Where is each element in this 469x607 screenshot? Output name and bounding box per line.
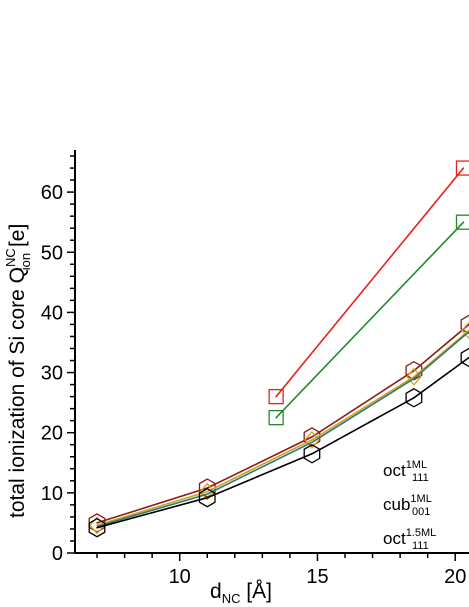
point-center [275, 395, 277, 398]
data-point [303, 444, 321, 464]
series-3 [89, 321, 469, 535]
legend-entry-1: cub1ML 001 [383, 493, 432, 518]
axes: 0 10 20 30 40 50 60 10 15 20 [41, 150, 469, 588]
x-tick-label: 20 [444, 566, 466, 588]
point-center [96, 526, 98, 529]
x-tick-label: 10 [169, 566, 191, 588]
y-tick-label: 0 [52, 543, 63, 565]
series-4 [96, 331, 469, 528]
series-line [96, 331, 469, 528]
series-line [275, 167, 465, 398]
data-point [88, 517, 106, 538]
data-point [88, 513, 106, 533]
x-ticks: 10 15 20 [96, 553, 466, 588]
data-point [460, 347, 469, 368]
data-point [405, 388, 423, 408]
data-point [455, 214, 469, 230]
y-tick-label: 20 [41, 423, 63, 445]
data-point [304, 430, 320, 449]
data-point [405, 360, 423, 381]
point-center [311, 436, 313, 438]
y-tick-label: 40 [41, 302, 63, 324]
data-point [268, 388, 284, 405]
legend-entry-0: oct1ML 111 [383, 459, 429, 484]
y-axis-title: total ionization of Si core QNCion [e] [3, 224, 33, 518]
point-center [311, 452, 313, 455]
data-point [303, 427, 321, 447]
series-0 [268, 160, 469, 405]
legend: oct1ML 111 cub1ML 001 oct1.5ML 111 [383, 459, 436, 552]
series-line [275, 221, 465, 419]
data-point [268, 410, 284, 426]
y-tick-label: 50 [41, 242, 63, 264]
y-ticks: 0 10 20 30 40 50 60 [41, 155, 75, 565]
data-point [460, 314, 469, 335]
point-center [206, 496, 209, 499]
point-center [413, 369, 415, 372]
point-center [206, 490, 209, 493]
data-point [455, 160, 469, 176]
x-tick-label: 15 [306, 566, 328, 588]
series-1 [268, 214, 469, 426]
point-center [413, 375, 415, 378]
point-center [311, 439, 313, 441]
y-tick-label: 60 [41, 182, 63, 204]
point-center [96, 522, 98, 524]
data-point [461, 321, 469, 340]
data-point [199, 482, 216, 501]
legend-entry-2: oct1.5ML 111 [383, 527, 436, 552]
x-axis-title: dNC [Å] [210, 580, 272, 606]
data-point [198, 487, 216, 508]
point-center [275, 416, 277, 419]
data-point [89, 516, 105, 535]
point-center [413, 397, 415, 399]
series-layer [88, 160, 469, 538]
y-tick-label: 30 [41, 363, 63, 385]
point-center [462, 167, 465, 169]
y-tick-label: 10 [41, 483, 63, 505]
point-center [462, 221, 465, 223]
